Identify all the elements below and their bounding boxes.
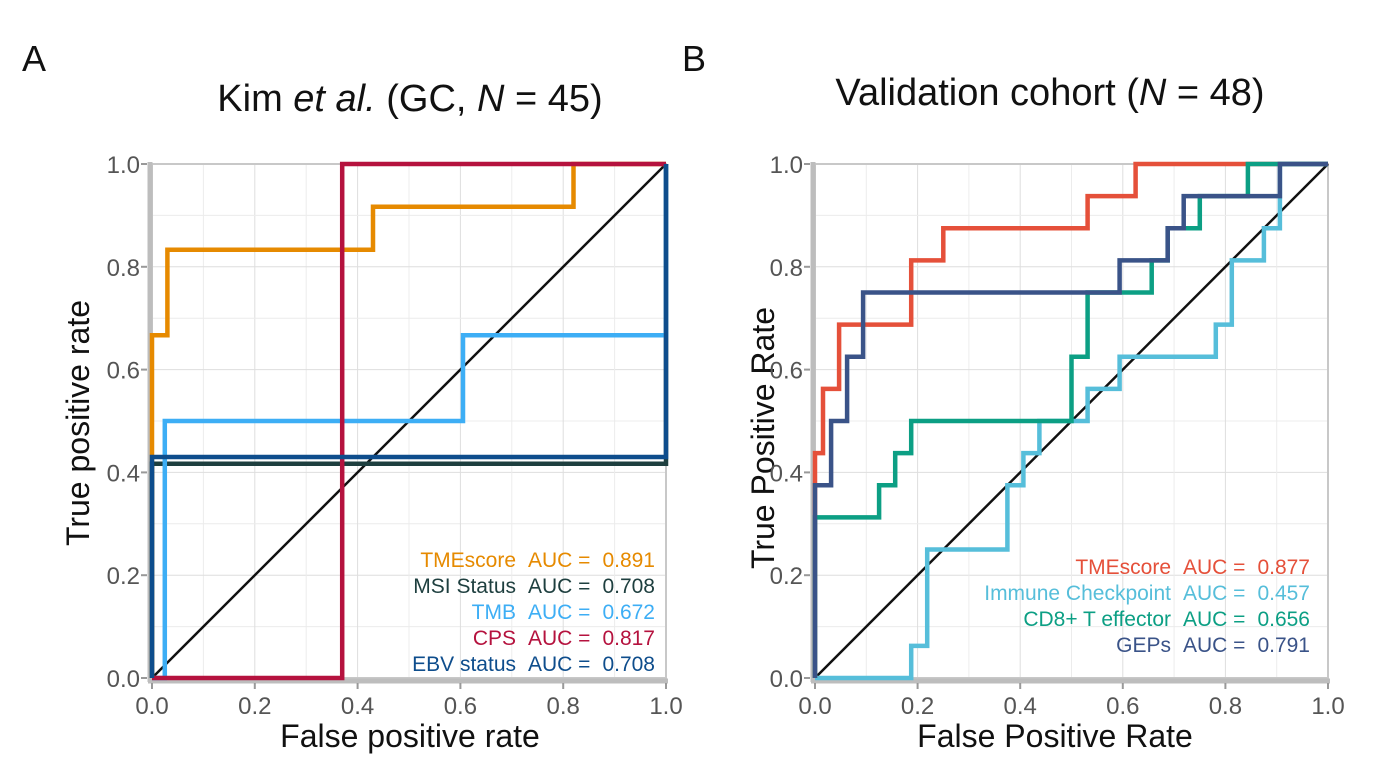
plot-b: 0.00.0 0.2 0.2 0.4 0.4 0.6 0.6 0.8 0.8 1.0 1.0 0.87… <box>770 152 1345 720</box>
legend-auc-label-immune-checkpoint: AUC = <box>1183 582 1245 605</box>
y-tick-label: 0.0 <box>107 666 140 693</box>
legend-auc-value-ebv-status: 0.708 <box>602 653 655 676</box>
y-tick-label: 0.8 <box>107 255 140 282</box>
x-tick-label: 0.8 <box>547 693 580 720</box>
legend-name-tmb: TMB <box>472 601 516 624</box>
roc-line-cps <box>152 161 666 681</box>
roc-line-geps <box>812 161 1328 678</box>
x-tick-label: 0.4 <box>341 693 374 720</box>
legend-name-cps: CPS <box>473 627 516 650</box>
y-tick-label: 1.0 <box>107 152 140 179</box>
legend-auc-label-ebv-status: AUC = <box>528 653 590 676</box>
legend-auc-label-cd8-t-effector: AUC = <box>1183 608 1245 631</box>
legend-auc-value-cd8-t-effector: 0.656 <box>1257 608 1310 631</box>
legend-auc-label-msi-status: AUC = <box>528 575 590 598</box>
y-tick-label: 1.0 <box>770 152 803 179</box>
legend-auc-value-tmescore: 0.877 <box>1257 556 1310 579</box>
legend-auc-value-msi-status: 0.708 <box>602 575 655 598</box>
x-tick-label: 0.4 <box>1004 693 1037 720</box>
roc-line-immune-checkpoint <box>815 161 1328 681</box>
panel-a-title: Kim et al. (GC, N = 45) <box>217 78 603 120</box>
legend-auc-value-tmb: 0.672 <box>602 601 655 624</box>
y-tick-label: 0.4 <box>107 460 140 487</box>
legend-name-tmescore: TMEscore <box>1075 556 1171 579</box>
y-tick-label: 0.4 <box>770 460 803 487</box>
x-tick-label: 0.2 <box>901 693 934 720</box>
legend-auc-value-cps: 0.817 <box>602 627 655 650</box>
x-tick-label: 1.0 <box>649 693 682 720</box>
roc-line-cd8-t-effector <box>812 161 1328 678</box>
panel-b-xlabel: False Positive Rate <box>917 718 1193 754</box>
legend-auc-label-geps: AUC = <box>1183 634 1245 657</box>
y-tick-label: 0.8 <box>770 255 803 282</box>
plot-a: 0.00.0 0.2 0.2 0.4 0.4 0.6 0.6 0.8 0.8 1.0 1.0 0.89… <box>107 152 683 720</box>
legend-name-geps: GEPs <box>1116 634 1171 657</box>
legend-name-immune-checkpoint: Immune Checkpoint <box>984 582 1171 605</box>
legend-auc-label-tmescore: AUC = <box>528 549 590 572</box>
legend-auc-label-tmb: AUC = <box>528 601 590 624</box>
y-tick-label: 0.6 <box>770 358 803 385</box>
panel-a-xlabel: False positive rate <box>280 718 540 754</box>
x-tick-label: 0.8 <box>1209 693 1242 720</box>
legend-name-tmescore: TMEscore <box>420 549 516 572</box>
x-tick-label: 0.0 <box>135 693 168 720</box>
legend-name-ebv-status: EBV status <box>412 653 516 676</box>
legend-auc-value-tmescore: 0.891 <box>602 549 655 572</box>
y-tick-label: 0.2 <box>107 563 140 590</box>
panel-a-letter: A <box>22 38 47 79</box>
legend-name-msi-status: MSI Status <box>413 575 516 598</box>
legend-name-cd8-t-effector: CD8+ T effector <box>1023 608 1171 631</box>
x-tick-label: 0.6 <box>444 693 477 720</box>
roc-line-ebv-status <box>149 164 669 678</box>
x-tick-label: 0.6 <box>1106 693 1139 720</box>
x-tick-label: 0.2 <box>238 693 271 720</box>
panel-b-letter: B <box>682 38 707 79</box>
legend-auc-value-immune-checkpoint: 0.457 <box>1257 582 1310 605</box>
y-tick-label: 0.6 <box>107 358 140 385</box>
legend-auc-label-tmescore: AUC = <box>1183 556 1245 579</box>
legend-auc-label-cps: AUC = <box>528 627 590 650</box>
y-tick-label: 0.0 <box>770 666 803 693</box>
roc-line-tmescore <box>812 161 1328 678</box>
roc-line-tmescore <box>149 161 666 678</box>
panel-b-title: Validation cohort (N = 48) <box>835 72 1265 114</box>
x-tick-label: 0.0 <box>798 693 831 720</box>
legend-auc-value-geps: 0.791 <box>1257 634 1310 657</box>
y-tick-label: 0.2 <box>770 563 803 590</box>
x-tick-label: 1.0 <box>1311 693 1344 720</box>
